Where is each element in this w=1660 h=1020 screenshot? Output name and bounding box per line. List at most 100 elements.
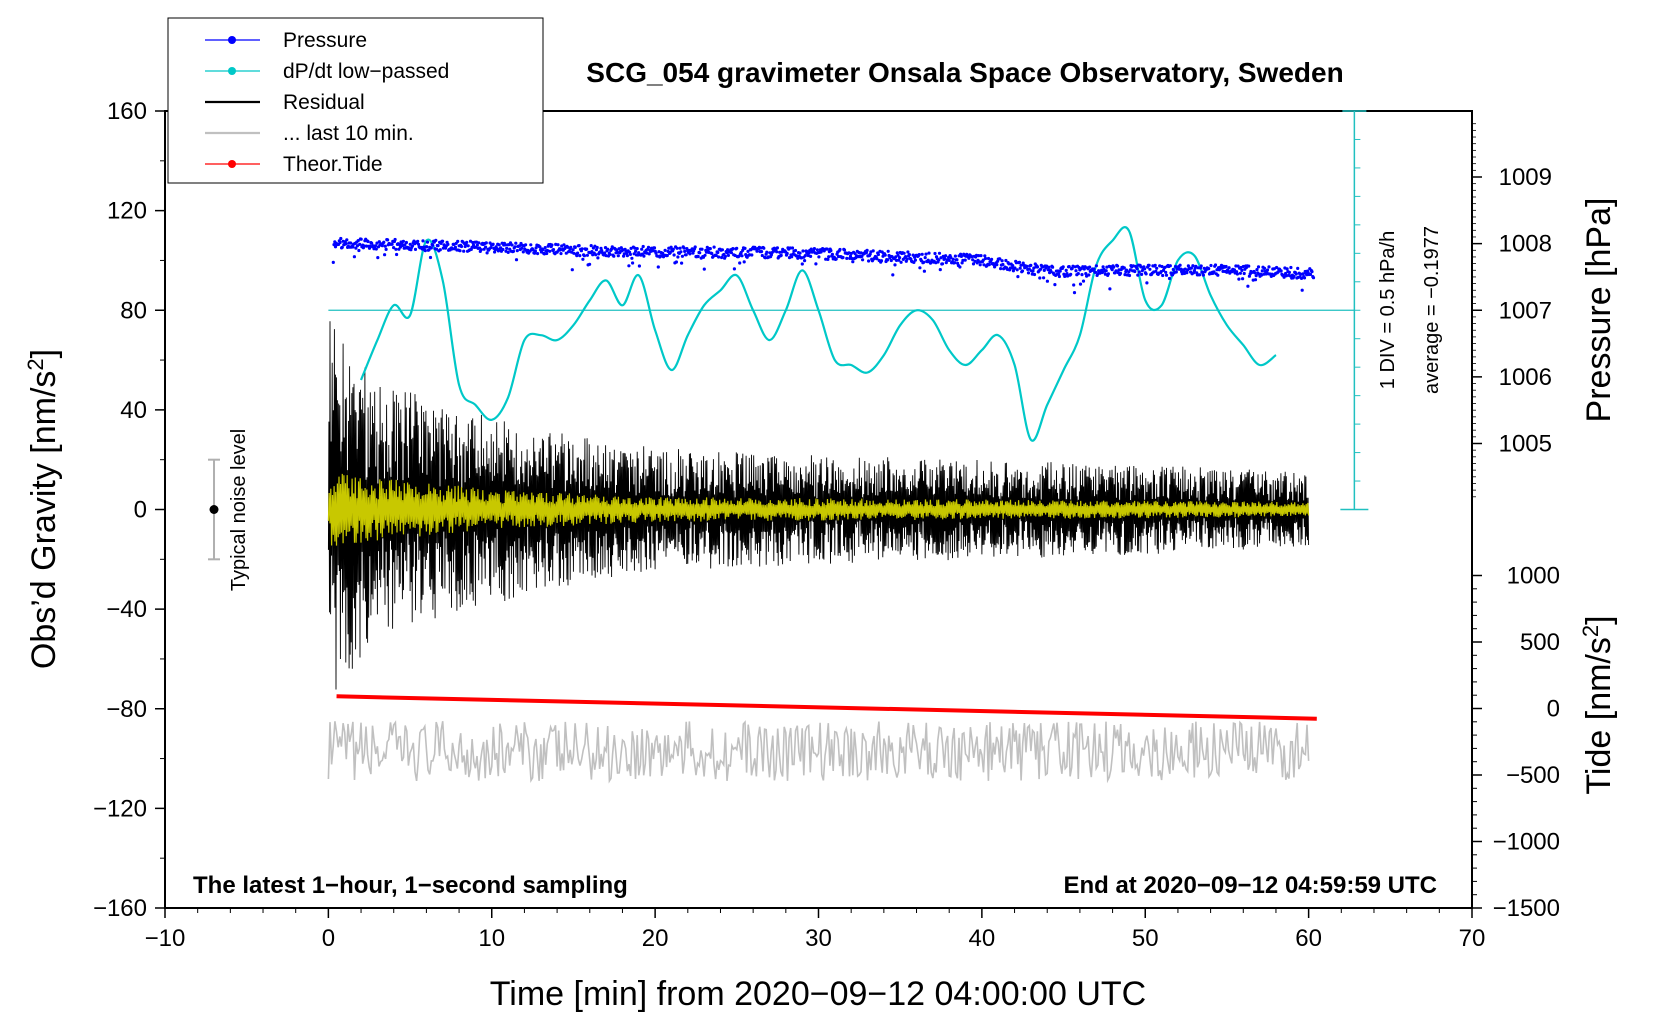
pressure-point [814, 262, 818, 266]
pressure-point [1124, 268, 1129, 272]
x-axis-title: Time [min] from 2020−09−12 04:00:00 UTC [490, 975, 1146, 1013]
pressure-point [1061, 265, 1065, 269]
pressure-point [850, 257, 854, 261]
pressure-point [383, 244, 387, 248]
pressure-point [510, 243, 514, 247]
pressure-tick-label: 1005 [1499, 430, 1552, 457]
pressure-point [647, 252, 651, 256]
pressure-point [1247, 264, 1251, 268]
pressure-point [1301, 272, 1305, 276]
pressure-point [762, 246, 766, 250]
pressure-point [491, 242, 495, 246]
pressure-point [912, 260, 916, 264]
pressure-point [1154, 269, 1158, 273]
y-tick-label: 0 [134, 497, 147, 524]
pressure-point [434, 238, 438, 242]
pressure-point [765, 250, 769, 254]
pressure-point [893, 263, 897, 267]
legend-label: Theor.Tide [283, 153, 383, 176]
pressure-point [398, 243, 402, 247]
pressure-point [978, 263, 982, 267]
pressure-point [1081, 279, 1086, 283]
pressure-point [1115, 264, 1120, 268]
pressure-point [906, 250, 910, 254]
pressure-point [1212, 270, 1216, 274]
pressure-point [1174, 270, 1178, 274]
pressure-point [947, 258, 951, 262]
pressure-point [441, 239, 445, 243]
pressure-point [1053, 283, 1057, 287]
pressure-point [750, 253, 754, 257]
pressure-point [1045, 279, 1049, 283]
pressure-point [551, 248, 556, 252]
noise-label: Typical noise level [228, 429, 250, 591]
pressure-point [585, 253, 590, 257]
pressure-point [1031, 269, 1035, 273]
pressure-point [582, 254, 587, 258]
pressure-point [374, 247, 378, 251]
pressure-point [1056, 269, 1060, 273]
pressure-point [1081, 265, 1085, 269]
y-tick-label: −40 [106, 596, 147, 623]
pressure-point [726, 248, 730, 252]
pressure-point [428, 255, 433, 260]
legend-label: Pressure [283, 29, 367, 52]
pressure-point [635, 247, 639, 251]
pressure-point [1171, 267, 1175, 272]
pressure-point [1140, 272, 1144, 276]
pressure-point [596, 256, 600, 260]
pressure-point [902, 251, 906, 255]
pressure-point [351, 245, 355, 249]
pressure-point [1004, 258, 1008, 263]
pressure-point [354, 246, 358, 250]
tide-title-text: Tide [nm/s [1580, 637, 1618, 794]
y-tick-label: 120 [107, 198, 147, 225]
pressure-point [425, 240, 430, 244]
pressure-point [376, 256, 380, 260]
y-axis-pressure-title: Pressure [hPa] [1580, 198, 1618, 423]
svg-text:Tide [nm/s2]: Tide [nm/s2] [1578, 615, 1619, 794]
pressure-point [1018, 266, 1022, 270]
pressure-point [944, 254, 948, 258]
pressure-point [958, 265, 962, 269]
y-axis-left-title: Obs’d Gravity [nm/s2] [23, 349, 64, 669]
pressure-point [1207, 267, 1211, 271]
pressure-point [1032, 272, 1037, 277]
pressure-point [898, 256, 902, 260]
pressure-point [652, 246, 657, 250]
pressure-point [466, 244, 470, 248]
pressure-point [485, 251, 489, 255]
pressure-point [943, 256, 947, 261]
pressure-point [1019, 263, 1023, 267]
pressure-point [1072, 283, 1076, 287]
pressure-point [630, 256, 634, 260]
pressure-point [581, 257, 585, 261]
pressure-point [720, 248, 725, 252]
pressure-point [731, 247, 735, 251]
div-label-group: 1 DIV = 0.5 hPa/h [1377, 231, 1399, 389]
pressure-point [394, 247, 398, 251]
pressure-point [1213, 263, 1218, 267]
pressure-point [559, 252, 563, 256]
pressure-point [987, 263, 991, 267]
pressure-point [913, 258, 918, 262]
pressure-point [438, 248, 442, 252]
pressure-point [755, 249, 759, 253]
pressure-point [1189, 266, 1193, 270]
x-tick-label: 50 [1132, 925, 1159, 952]
pressure-point [1064, 268, 1068, 272]
tide-tick-label: −1000 [1493, 829, 1560, 856]
pressure-point [999, 267, 1003, 271]
pressure-point [338, 240, 342, 245]
legend-box [167, 17, 544, 184]
series-residual [327, 321, 1310, 690]
pressure-point [894, 255, 898, 259]
pressure-point [732, 267, 737, 271]
pressure-point [760, 250, 764, 254]
pressure-point [517, 244, 522, 248]
pressure-point [1078, 282, 1083, 286]
pressure-point [741, 248, 745, 252]
pressure-point [698, 251, 702, 255]
pressure-point [362, 244, 366, 248]
pressure-point [495, 247, 499, 251]
